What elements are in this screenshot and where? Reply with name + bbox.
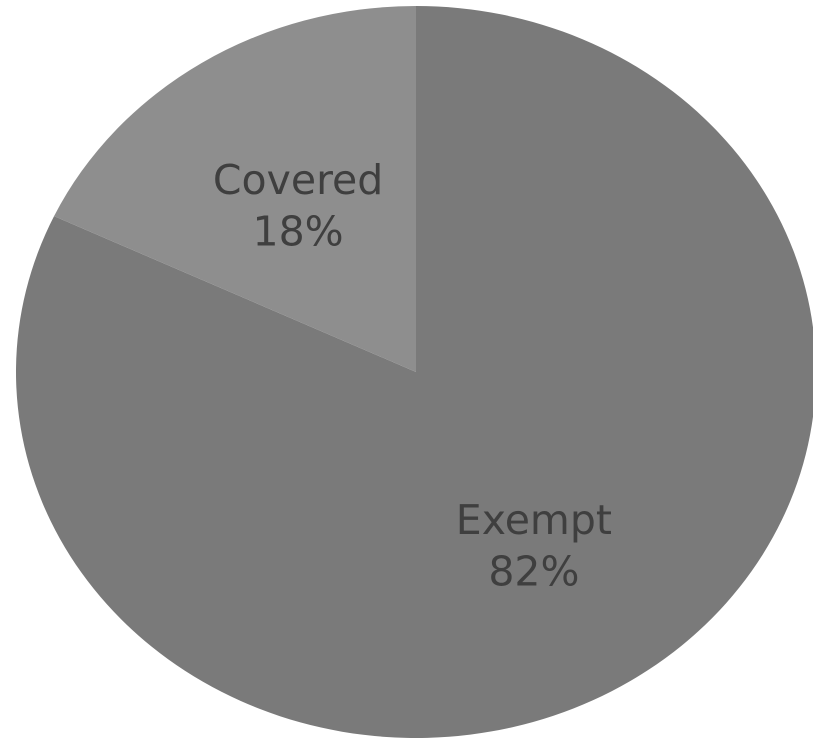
pie-label-covered-percent: 18% [253, 207, 344, 255]
pie-label-covered: Covered 18% [213, 156, 383, 255]
pie-label-exempt-percent: 82% [488, 547, 579, 595]
pie-label-exempt: Exempt 82% [456, 496, 612, 595]
pie-slice-covered [54, 6, 416, 372]
pie-label-covered-name: Covered [213, 156, 383, 204]
pie-slices [16, 6, 813, 738]
pie-labels: Exempt 82% Covered 18% [213, 156, 612, 595]
pie-label-exempt-name: Exempt [456, 496, 612, 544]
pie-slice-exempt [16, 6, 813, 738]
